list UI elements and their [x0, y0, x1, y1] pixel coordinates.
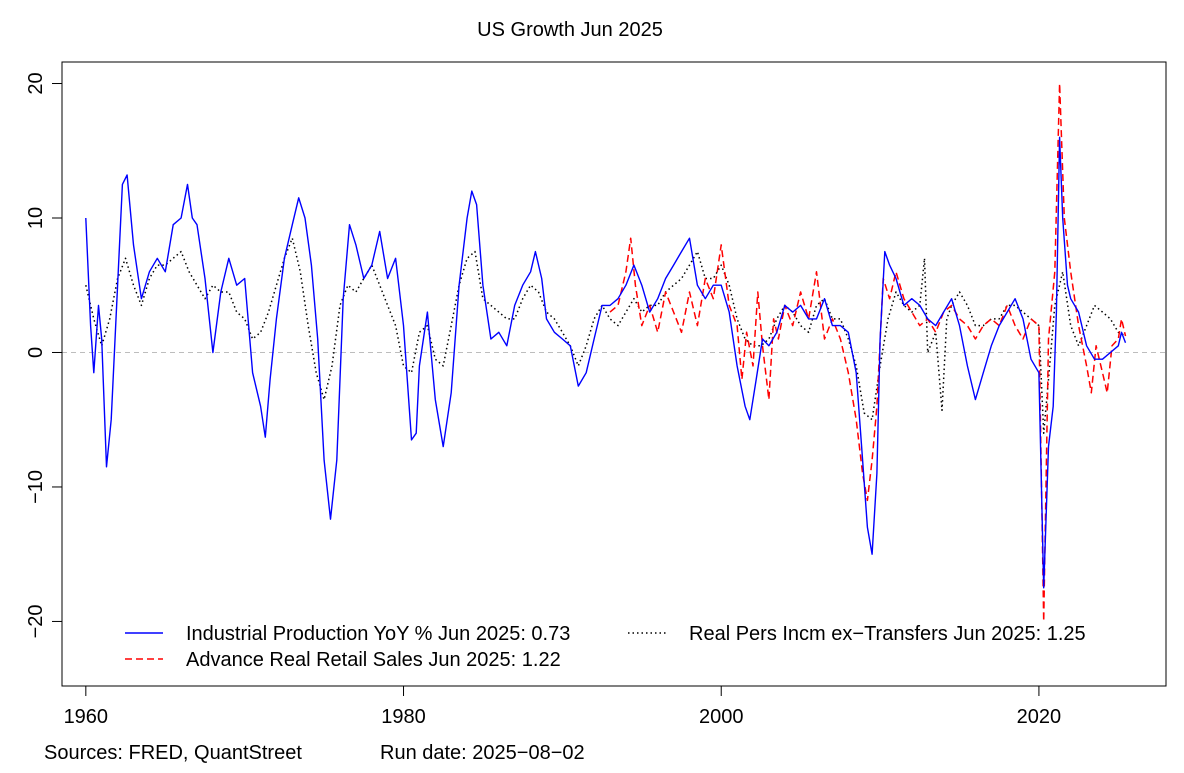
y-tick-label-20: 20: [25, 72, 47, 94]
y-tick-label-10: 10: [25, 207, 47, 229]
footer-sources: Sources: FRED, QuantStreet: [44, 742, 302, 764]
legend-label-advance-retail-sales: Advance Real Retail Sales Jun 2025: 1.22: [186, 649, 561, 671]
legend: Industrial Production YoY % Jun 2025: 0.…: [125, 623, 1086, 671]
chart-title: US Growth Jun 2025: [477, 19, 663, 41]
x-tick-label-1980: 1980: [381, 706, 426, 728]
plot-frame: [61, 61, 1167, 687]
y-tick-label--20: −20: [25, 604, 47, 638]
series-line-real-pers-incm: [85, 237, 1126, 434]
y-tick-label-0: 0: [25, 347, 47, 358]
series-layer: [85, 82, 1127, 623]
x-axis: 1960 1980 2000 2020: [64, 685, 1062, 728]
footer-run-date: Run date: 2025−08−02: [380, 742, 585, 764]
x-tick-label-2000: 2000: [699, 706, 744, 728]
x-tick-label-1960: 1960: [64, 706, 109, 728]
y-tick-label--10: −10: [25, 470, 47, 504]
legend-label-industrial-production: Industrial Production YoY % Jun 2025: 0.…: [186, 623, 570, 645]
y-axis: −20 −10 0 10 20: [25, 72, 63, 638]
x-tick-label-2020: 2020: [1017, 706, 1062, 728]
legend-label-real-pers-incm: Real Pers Incm ex−Transfers Jun 2025: 1.…: [689, 623, 1086, 645]
series-line-industrial-production: [85, 136, 1127, 589]
